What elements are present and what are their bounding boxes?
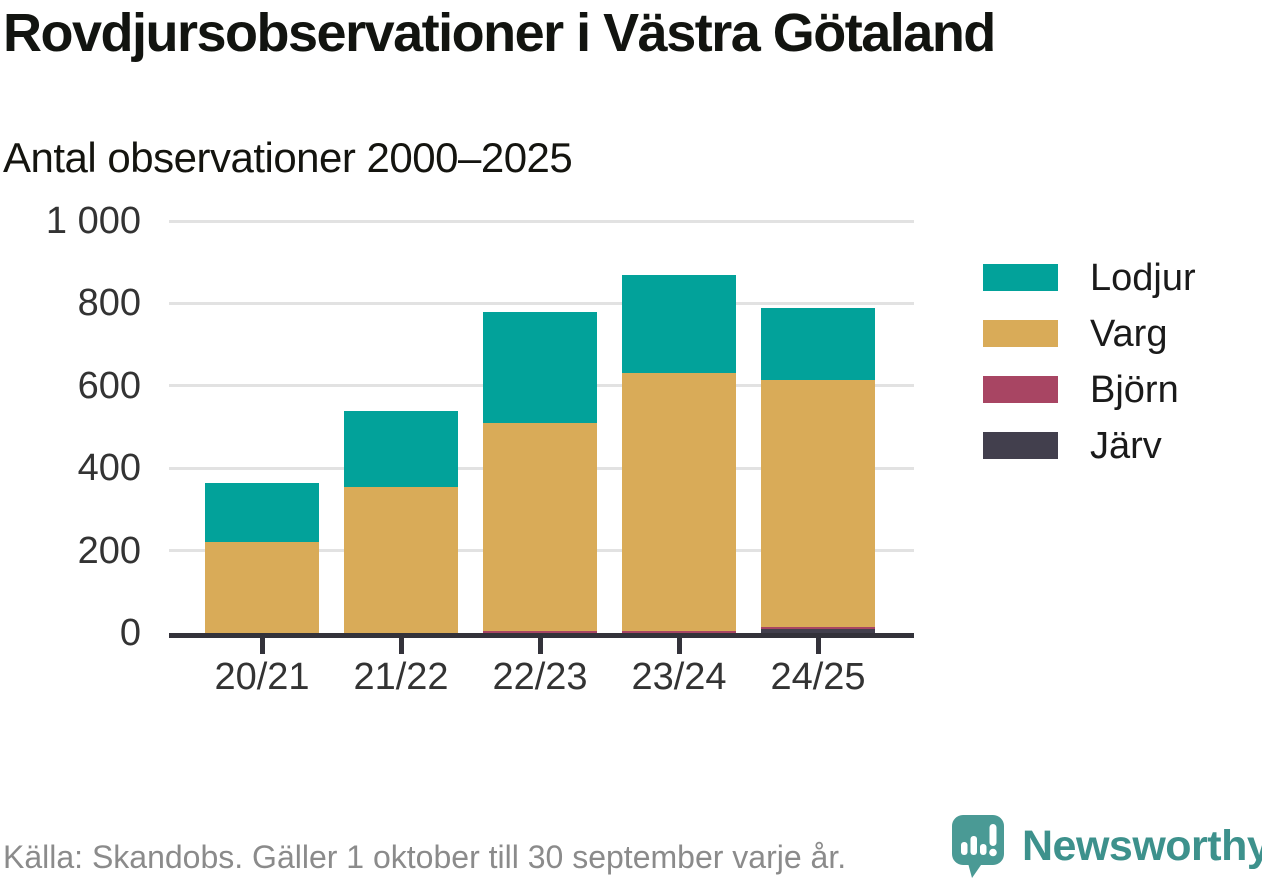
bar-segment-varg xyxy=(483,422,597,631)
bar-group-21-22 xyxy=(344,410,458,633)
y-axis-tick-label: 1 000 xyxy=(45,200,141,242)
legend-item-bjorn: Björn xyxy=(983,371,1196,409)
bar-segment-varg xyxy=(344,486,458,633)
legend-item-lodjur: Lodjur xyxy=(983,259,1196,297)
legend-item-jarv: Järv xyxy=(983,427,1196,465)
x-axis-label-20-21: 20/21 xyxy=(214,656,310,698)
legend-label-lodjur: Lodjur xyxy=(1090,256,1196,299)
bar-segment-varg xyxy=(622,373,736,631)
bar-segment-lodjur xyxy=(344,410,458,487)
bar-segment-lodjur xyxy=(622,274,736,374)
x-axis-tick xyxy=(676,638,682,654)
bar-segment-bjorn xyxy=(761,626,875,629)
legend-swatch-lodjur xyxy=(983,264,1058,291)
plot-area xyxy=(169,219,914,638)
branding: Newsworthy xyxy=(952,815,1262,878)
bar-segment-lodjur xyxy=(483,311,597,423)
y-axis-tick-label: 600 xyxy=(77,364,141,407)
bar-segment-jarv xyxy=(761,628,875,633)
gridline-800 xyxy=(169,301,914,305)
x-axis-tick xyxy=(259,638,265,654)
bar-segment-varg xyxy=(205,542,319,633)
x-axis-line xyxy=(169,633,914,638)
page-title: Rovdjursobservationer i Västra Götaland xyxy=(3,3,996,63)
chart-subtitle: Antal observationer 2000–2025 xyxy=(3,134,573,181)
bar-segment-lodjur xyxy=(761,307,875,380)
x-axis-label-24-25: 24/25 xyxy=(770,656,866,698)
x-axis-label-23-24: 23/24 xyxy=(631,656,727,698)
legend-label-varg: Varg xyxy=(1090,312,1168,355)
y-axis-tick-label: 200 xyxy=(77,529,141,572)
bar-group-24-25 xyxy=(761,307,875,633)
y-axis-tick-label: 400 xyxy=(77,447,141,490)
bar-segment-bjorn xyxy=(483,630,597,633)
bar-group-23-24 xyxy=(622,274,736,633)
legend-swatch-jarv xyxy=(983,432,1058,459)
legend-label-bjorn: Björn xyxy=(1090,368,1179,411)
bar-group-22-23 xyxy=(483,311,597,633)
legend: Lodjur Varg Björn Järv xyxy=(983,259,1196,488)
legend-item-varg: Varg xyxy=(983,315,1196,353)
x-axis-tick xyxy=(537,638,543,654)
bar-segment-bjorn xyxy=(622,630,736,633)
y-axis: 0 200 400 600 800 1 000 xyxy=(0,202,141,652)
bar-segment-lodjur xyxy=(205,482,319,543)
y-axis-tick-label: 0 xyxy=(119,612,141,654)
legend-swatch-varg xyxy=(983,320,1058,347)
source-note: Källa: Skandobs. Gäller 1 oktober till 3… xyxy=(3,839,847,875)
bar-group-20-21 xyxy=(205,482,319,633)
x-axis-tick xyxy=(398,638,404,654)
newsworthy-logo-icon xyxy=(952,815,1004,878)
x-axis-label-21-22: 21/22 xyxy=(353,656,449,698)
x-axis-label-22-23: 22/23 xyxy=(492,656,588,698)
x-axis-tick xyxy=(815,638,821,654)
gridline-1000 xyxy=(169,219,914,223)
bar-segment-varg xyxy=(761,379,875,627)
legend-swatch-bjorn xyxy=(983,376,1058,403)
y-axis-tick-label: 800 xyxy=(77,282,141,325)
brand-name: Newsworthy xyxy=(1022,822,1262,870)
legend-label-jarv: Järv xyxy=(1090,424,1162,467)
